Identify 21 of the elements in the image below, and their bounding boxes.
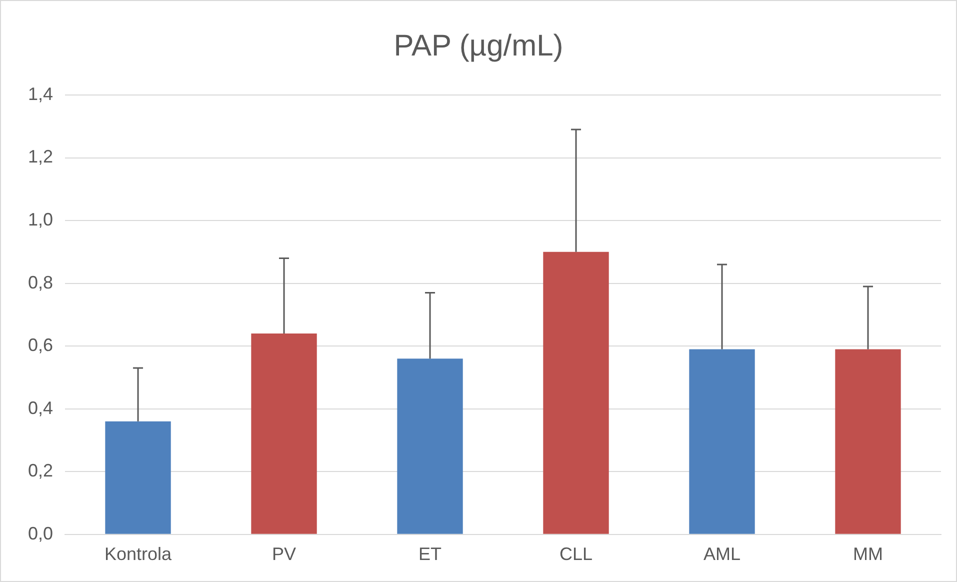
bar [397, 358, 463, 534]
bar [105, 421, 171, 534]
y-tick-label: 0,0 [28, 523, 54, 544]
y-tick-label: 0,2 [28, 460, 54, 481]
x-tick-label: MM [853, 544, 883, 564]
bar [543, 252, 609, 534]
bar [689, 349, 755, 534]
x-tick-label: ET [418, 544, 442, 564]
bar [251, 334, 317, 534]
x-tick-label: Kontrola [104, 544, 173, 564]
y-tick-label: 0,6 [28, 335, 54, 356]
y-tick-label: 1,4 [28, 84, 54, 104]
y-tick-label: 0,4 [28, 398, 54, 418]
y-tick-label: 1,2 [28, 146, 54, 167]
x-tick-label: CLL [559, 544, 593, 564]
y-tick-label: 1,0 [28, 210, 54, 230]
x-tick-label: PV [272, 544, 296, 564]
y-tick-label: 0,8 [28, 272, 54, 292]
x-tick-label: AML [704, 544, 741, 564]
chart-title: PAP (µg/mL) [394, 29, 564, 62]
bar [835, 349, 901, 534]
